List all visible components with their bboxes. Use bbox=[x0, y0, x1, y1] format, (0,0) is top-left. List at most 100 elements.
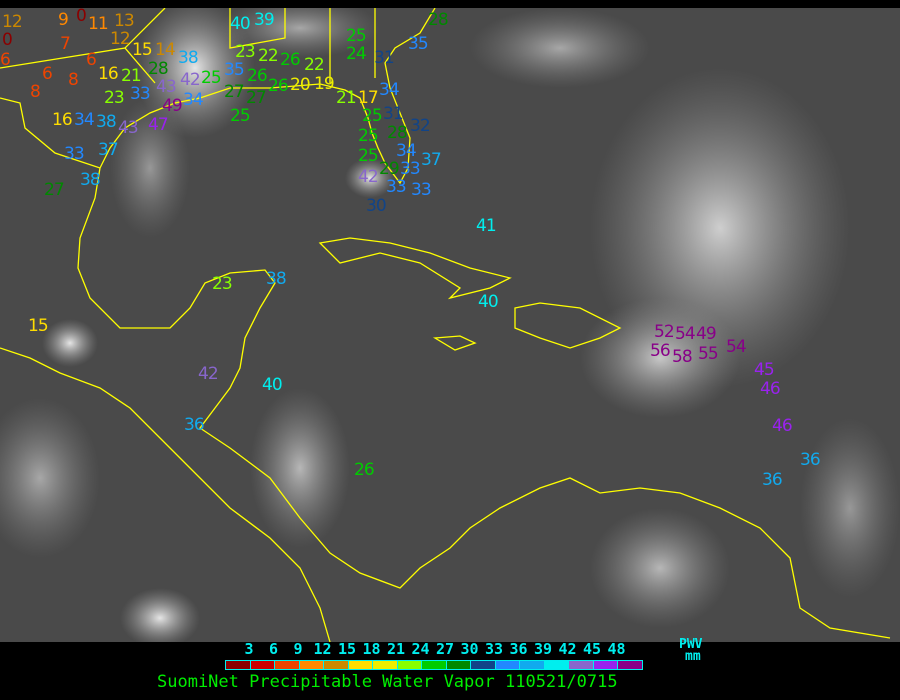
station-pwv-value: 38 bbox=[96, 112, 117, 132]
station-pwv-value: 56 bbox=[650, 341, 671, 361]
station-pwv-value: 19 bbox=[314, 74, 335, 94]
station-pwv-value: 22 bbox=[258, 46, 279, 66]
station-pwv-value: 23 bbox=[212, 274, 233, 294]
station-pwv-value: 42 bbox=[358, 167, 379, 187]
legend-swatch bbox=[373, 661, 398, 669]
legend-swatch bbox=[495, 661, 520, 669]
station-pwv-value: 43 bbox=[156, 77, 177, 97]
station-pwv-value: 54 bbox=[726, 337, 747, 357]
station-pwv-value: 26 bbox=[354, 460, 375, 480]
station-pwv-value: 16 bbox=[98, 64, 119, 84]
legend-swatch bbox=[520, 661, 545, 669]
legend-swatch bbox=[226, 661, 251, 669]
legend-swatch bbox=[422, 661, 447, 669]
legend-tick-label: 6 bbox=[268, 640, 279, 658]
legend-tick-label: 9 bbox=[293, 640, 303, 658]
station-pwv-value: 14 bbox=[155, 40, 176, 60]
station-pwv-value: 12 bbox=[110, 29, 131, 49]
station-pwv-value: 40 bbox=[478, 292, 499, 312]
satellite-image: 12 0 9 0 11 13 12 7 6 6 15 14 6 8 16 21 28 38 43 42 25 35 8 23 3… bbox=[0, 8, 900, 642]
station-pwv-value: 54 bbox=[675, 324, 696, 344]
station-pwv-value: 32 bbox=[410, 116, 431, 136]
station-pwv-value: 30 bbox=[366, 196, 387, 216]
legend-tick-label: 45 bbox=[582, 640, 602, 658]
station-pwv-value: 7 bbox=[60, 34, 71, 54]
legend-color-bar bbox=[225, 660, 643, 670]
legend-tick-label: 21 bbox=[386, 640, 406, 658]
station-pwv-value: 31 bbox=[383, 104, 404, 124]
legend-unit: PWV mm bbox=[679, 637, 703, 663]
station-pwv-value: 22 bbox=[304, 55, 325, 75]
station-pwv-value: 9 bbox=[58, 10, 69, 30]
station-pwv-value: 0 bbox=[76, 8, 87, 26]
station-pwv-value: 6 bbox=[86, 50, 97, 70]
cloud-cover bbox=[0, 8, 900, 642]
station-pwv-value: 29 bbox=[379, 159, 400, 179]
legend-tick-label: 3 bbox=[244, 640, 254, 658]
station-pwv-value: 33 bbox=[411, 180, 432, 200]
station-pwv-value: 6 bbox=[42, 64, 53, 84]
legend-swatch bbox=[250, 661, 275, 669]
station-pwv-value: 33 bbox=[386, 177, 407, 197]
station-pwv-value: 49 bbox=[696, 324, 717, 344]
station-pwv-value: 15 bbox=[132, 40, 153, 60]
legend-tick-label: 12 bbox=[313, 640, 332, 658]
legend-tick-label: 27 bbox=[435, 640, 455, 658]
map-title: SuomiNet Precipitable Water Vapor 110521… bbox=[157, 672, 618, 692]
station-pwv-value: 43 bbox=[118, 118, 139, 138]
station-pwv-value: 34 bbox=[183, 90, 204, 110]
station-pwv-value: 42 bbox=[180, 70, 201, 90]
station-pwv-value: 8 bbox=[68, 70, 79, 90]
station-pwv-value: 37 bbox=[98, 140, 119, 160]
map-overlay bbox=[0, 8, 900, 642]
station-pwv-value: 28 bbox=[148, 59, 169, 79]
station-pwv-value: 39 bbox=[254, 10, 275, 30]
station-pwv-value: 36 bbox=[800, 450, 821, 470]
station-pwv-value: 34 bbox=[74, 110, 95, 130]
legend-swatch bbox=[618, 661, 642, 669]
legend-unit-pwv: PWV bbox=[679, 637, 703, 652]
station-pwv-value: 27 bbox=[224, 82, 245, 102]
station-pwv-value: 46 bbox=[760, 379, 781, 399]
station-pwv-value: 25 bbox=[230, 106, 251, 126]
station-pwv-value: 38 bbox=[80, 170, 101, 190]
station-pwv-value: 20 bbox=[290, 75, 311, 95]
station-pwv-value: 24 bbox=[346, 44, 367, 64]
station-pwv-value: 38 bbox=[266, 269, 287, 289]
station-pwv-value: 0 bbox=[2, 30, 13, 50]
station-pwv-value: 40 bbox=[262, 375, 283, 395]
legend-swatch bbox=[324, 661, 349, 669]
station-pwv-value: 17 bbox=[358, 88, 379, 108]
station-pwv-value: 47 bbox=[148, 115, 169, 135]
station-pwv-value: 34 bbox=[379, 80, 400, 100]
station-pwv-value: 21 bbox=[121, 66, 142, 86]
station-pwv-value: 33 bbox=[64, 144, 85, 164]
station-pwv-value: 49 bbox=[162, 96, 183, 116]
legend-tick-label: 15 bbox=[337, 640, 357, 658]
station-pwv-value: 36 bbox=[184, 415, 205, 435]
station-pwv-value: 13 bbox=[114, 11, 135, 31]
station-pwv-value: 11 bbox=[88, 14, 109, 34]
station-pwv-value: 15 bbox=[28, 316, 49, 336]
legend-swatch bbox=[446, 661, 471, 669]
station-pwv-value: 28 bbox=[387, 123, 408, 143]
station-pwv-value: 27 bbox=[246, 88, 267, 108]
station-pwv-value: 21 bbox=[336, 88, 357, 108]
legend-tick-label: 36 bbox=[509, 640, 528, 658]
station-pwv-value: 25 bbox=[358, 126, 379, 146]
station-pwv-value: 52 bbox=[654, 322, 675, 342]
legend-swatch bbox=[544, 661, 569, 669]
station-pwv-value: 16 bbox=[52, 110, 73, 130]
station-pwv-value: 38 bbox=[178, 48, 199, 68]
station-pwv-value: 23 bbox=[235, 42, 256, 62]
station-pwv-value: 58 bbox=[672, 347, 693, 367]
legend-swatch bbox=[348, 661, 373, 669]
station-pwv-value: 25 bbox=[362, 106, 383, 126]
station-pwv-value: 6 bbox=[0, 50, 11, 70]
station-pwv-value: 25 bbox=[201, 68, 222, 88]
station-pwv-value: 31 bbox=[374, 48, 395, 68]
legend-swatch bbox=[569, 661, 594, 669]
station-pwv-value: 26 bbox=[247, 66, 268, 86]
legend-tick-label: 18 bbox=[362, 640, 381, 658]
